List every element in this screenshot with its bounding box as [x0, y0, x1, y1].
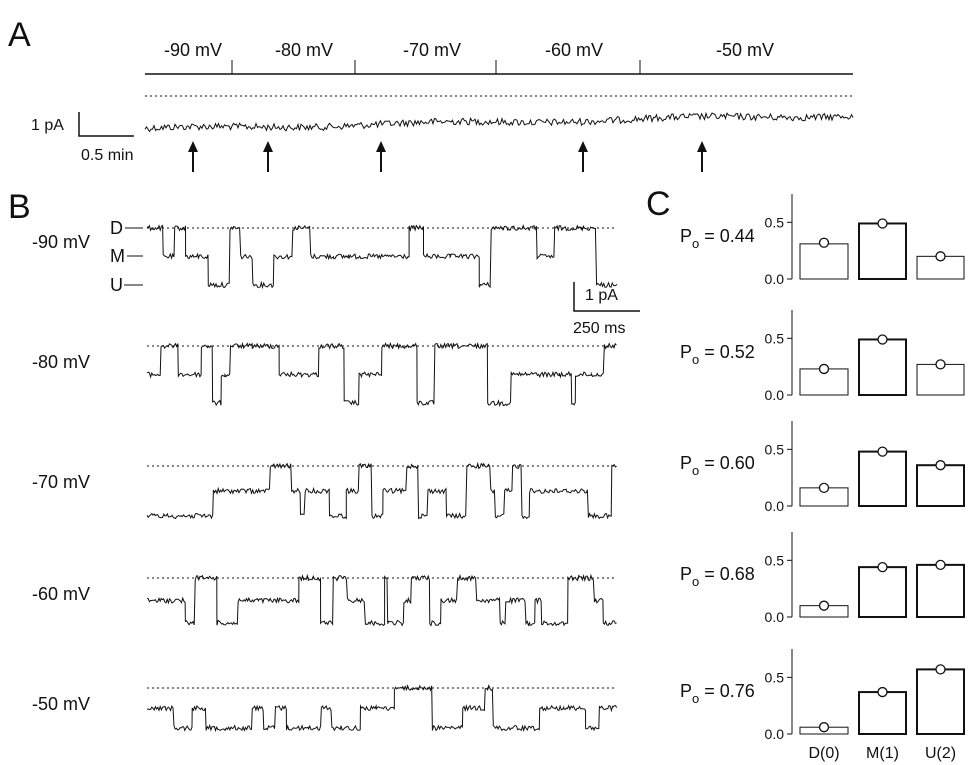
bar-chart-panel: 0.0 0.5 Po = 0.68 [680, 532, 965, 625]
arrows [188, 141, 707, 172]
bar [916, 668, 965, 736]
row-voltage-label: -70 mV [32, 472, 90, 492]
panel-b-scale-bar: 1 pA 250 ms [573, 282, 640, 337]
trace-row: -80 mV [32, 341, 617, 407]
arrow-up-icon [578, 141, 588, 172]
predicted-value-point [935, 664, 946, 675]
y-tick-label: 0.0 [765, 726, 785, 742]
bar [858, 566, 907, 619]
predicted-value-point [877, 686, 888, 698]
predicted-value-point [877, 218, 888, 229]
bar-chart-panel: 0.0 0.5 Po = 0.60 [680, 421, 965, 514]
panel-a-scale-bar: 1 pA 0.5 min [31, 112, 134, 164]
long-current-trace [144, 111, 854, 133]
po-label: Po = 0.60 [680, 453, 755, 478]
po-label: Po = 0.44 [680, 226, 755, 251]
trace-row: -50 mV [32, 684, 618, 733]
scale-bar-lines [78, 112, 134, 137]
panel-c: C 0.0 0.5 Po = 0.44 0.0 0.5 Po = 0.52 0.0 0.5 Po = … [646, 185, 965, 762]
level-labels: D M U [110, 218, 143, 295]
segment-voltage-label: -70 mV [403, 40, 461, 60]
arrow-up-icon [188, 141, 198, 172]
panel-a-letter: A [8, 16, 31, 54]
single-channel-trace [146, 461, 617, 520]
bar [799, 243, 849, 280]
y-tick-label: 0.5 [765, 552, 785, 568]
y-tick-label: 0.5 [765, 441, 785, 457]
segment-voltage-label: -50 mV [716, 40, 774, 60]
level-label-u: U [110, 275, 123, 295]
category-label: U(2) [925, 745, 956, 762]
segment-voltage-label: -90 mV [164, 40, 222, 60]
arrow-up-icon [697, 141, 707, 172]
single-channel-trace [146, 224, 618, 290]
bar-chart-panel: 0.0 0.5 Po = 0.52 [680, 310, 965, 403]
arrow-up-icon [263, 141, 273, 172]
bar-chart-panel: 0.0 0.5 Po = 0.44 [680, 194, 965, 287]
bar-chart-panel: 0.0 0.5 Po = 0.76 [680, 649, 965, 742]
po-label: Po = 0.52 [680, 342, 755, 367]
voltage-segments: -90 mV -80 mV -70 mV -60 mV -50 mV [164, 40, 774, 74]
y-tick-label: 0.0 [765, 609, 785, 625]
predicted-value-point [935, 460, 946, 471]
row-voltage-label: -90 mV [32, 232, 90, 252]
predicted-value-point [818, 363, 830, 375]
category-label: D(0) [808, 745, 839, 762]
predicted-value-point [935, 251, 946, 262]
single-channel-trace [146, 341, 617, 407]
level-label-d: D [110, 218, 123, 238]
arrow-up-icon [376, 141, 386, 172]
scale-bar-time: 250 ms [573, 320, 625, 337]
predicted-value-point [877, 446, 888, 457]
bar [858, 450, 907, 508]
y-tick-label: 0.5 [765, 214, 785, 230]
row-voltage-label: -80 mV [32, 352, 90, 372]
row-voltage-label: -60 mV [32, 584, 90, 604]
scale-bar-amplitude: 1 pA [31, 117, 64, 134]
panel-c-letter: C [646, 185, 671, 223]
y-tick-label: 0.0 [765, 387, 785, 403]
single-channel-traces: -90 mV -80 mV -70 mV -60 mV -50 mV [32, 224, 618, 733]
predicted-value-point [818, 237, 830, 248]
predicted-value-point [877, 561, 888, 573]
predicted-value-point [877, 334, 888, 345]
scale-bar-amplitude: 1 pA [585, 287, 618, 304]
row-voltage-label: -50 mV [32, 694, 90, 714]
predicted-value-point [818, 722, 830, 733]
bar [858, 222, 907, 280]
predicted-value-point [935, 359, 946, 370]
y-tick-label: 0.5 [765, 669, 785, 685]
single-channel-trace [146, 573, 617, 627]
segment-voltage-label: -80 mV [275, 40, 333, 60]
trace-row: -70 mV [32, 461, 617, 520]
bar [916, 464, 965, 508]
level-label-m: M [110, 246, 125, 266]
predicted-value-point [818, 482, 830, 494]
y-tick-label: 0.0 [765, 498, 785, 514]
category-label: M(1) [866, 745, 899, 762]
predicted-value-point [818, 600, 830, 611]
predicted-value-point [935, 559, 946, 571]
panel-b-letter: B [8, 188, 31, 226]
bar [916, 563, 965, 618]
bar [858, 691, 907, 735]
trace-row: -90 mV [32, 224, 618, 290]
segment-voltage-label: -60 mV [545, 40, 603, 60]
trace-row: -60 mV [32, 573, 617, 627]
single-channel-trace [146, 684, 618, 733]
y-tick-label: 0.5 [765, 330, 785, 346]
y-tick-label: 0.0 [765, 271, 785, 287]
panel-b: B -90 mV -80 mV -70 mV -60 mV -50 mV D M U 1… [8, 188, 640, 733]
scale-bar-time: 0.5 min [81, 147, 133, 164]
probability-bar-charts: 0.0 0.5 Po = 0.44 0.0 0.5 Po = 0.52 0.0 0.5 Po = 0.… [680, 194, 965, 762]
po-label: Po = 0.68 [680, 564, 755, 589]
bar [858, 338, 907, 397]
po-label: Po = 0.76 [680, 681, 755, 706]
panel-a: A -90 mV -80 mV -70 mV -60 mV -50 mV 1 pA 0.… [8, 16, 854, 172]
